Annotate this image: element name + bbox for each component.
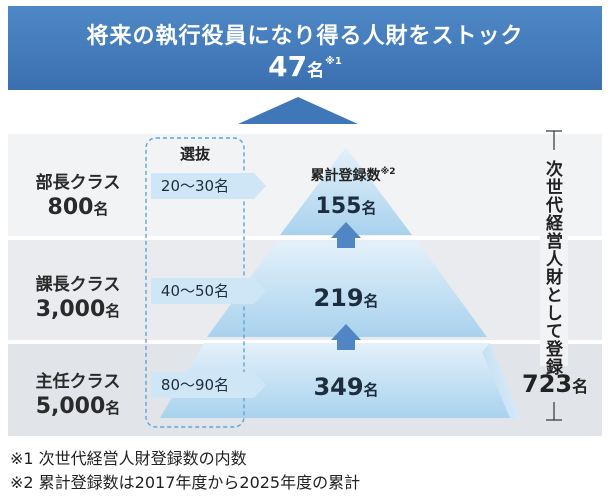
selection-pill-2 xyxy=(151,278,266,304)
registered-value-1: 155名 xyxy=(315,194,377,219)
footnotes: ※1 次世代経営人財登録数の内数 ※2 累計登録数は2017年度から2025年度… xyxy=(10,447,360,495)
class-label-supervisor: 主任クラス 5,000名 xyxy=(8,367,148,419)
selection-range-3: 80〜90名 xyxy=(160,376,230,394)
selection-box xyxy=(145,137,245,428)
header-total-value: 47 xyxy=(268,50,308,83)
up-arrow-2 xyxy=(331,324,361,350)
bracket-total-bg xyxy=(520,366,590,402)
banner-pointer xyxy=(238,97,358,124)
footnote-1: ※1 次世代経営人財登録数の内数 xyxy=(10,449,247,468)
selection-range-2: 40〜50名 xyxy=(160,282,230,300)
header-banner: 将来の執行役員になり得る人財をストック 47名※1 xyxy=(8,6,602,90)
header-total: 47名※1 xyxy=(8,50,602,83)
class-count: 3,000名 xyxy=(35,297,121,322)
selection-pill-3 xyxy=(151,372,266,398)
selection-pill-1 xyxy=(151,173,266,199)
up-arrow-1 xyxy=(331,222,361,248)
selection-range-1: 20〜30名 xyxy=(160,177,230,195)
selection-title: 選抜 xyxy=(179,145,210,163)
pyramid-tier-middle xyxy=(207,241,487,337)
class-count: 800名 xyxy=(47,195,109,220)
side-label: 次世代経営人財として登録 xyxy=(542,160,562,376)
class-label-manager: 部長クラス 800名 xyxy=(8,168,148,220)
pyramid-side-face xyxy=(482,343,521,418)
bracket-label-bg xyxy=(540,150,568,370)
registered-value-3: 349名 xyxy=(313,373,379,401)
class-name: 課長クラス xyxy=(35,275,121,295)
class-name: 部長クラス xyxy=(35,173,121,193)
registered-label: 累計登録数※2 xyxy=(310,167,396,184)
header-total-unit: 名 xyxy=(307,61,325,81)
registered-value-2: 219名 xyxy=(313,284,379,312)
header-note-mark: ※1 xyxy=(325,56,342,67)
pyramid-tier-bottom xyxy=(160,343,521,418)
class-name: 主任クラス xyxy=(35,372,121,392)
footnote-2: ※2 累計登録数は2017年度から2025年度の累計 xyxy=(10,473,361,492)
header-title: 将来の執行役員になり得る人財をストック xyxy=(86,24,524,49)
class-label-section-chief: 課長クラス 3,000名 xyxy=(8,270,148,322)
pyramid-tier-top xyxy=(280,147,412,235)
class-count: 5,000名 xyxy=(35,394,121,419)
side-total: 723名 xyxy=(522,370,589,398)
